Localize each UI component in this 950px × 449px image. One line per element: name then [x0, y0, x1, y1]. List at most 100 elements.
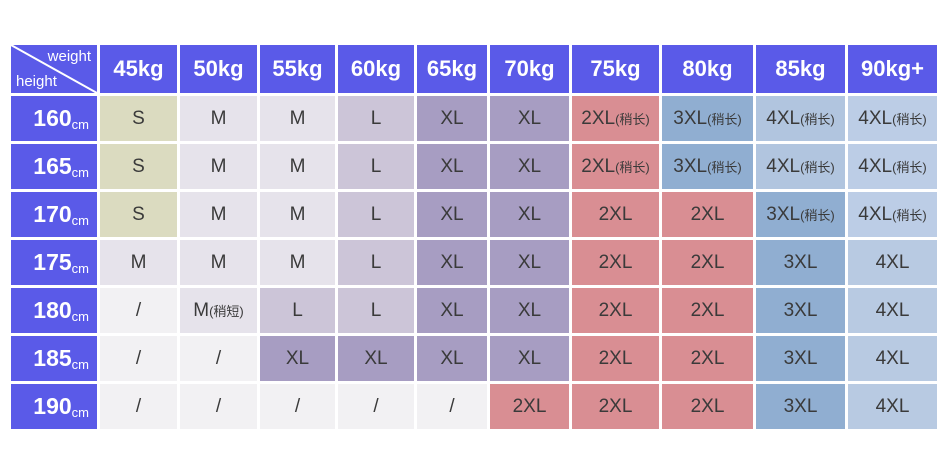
size-cell: S [100, 96, 177, 141]
size-cell: / [100, 336, 177, 381]
size-value: 2XL [690, 251, 725, 273]
size-value: M [289, 203, 306, 225]
size-value: XL [517, 251, 542, 273]
height-unit: cm [71, 261, 89, 276]
weight-header-75kg: 75kg [572, 45, 659, 93]
size-value: 4XL [858, 155, 893, 177]
weight-header-90kg: 90kg+ [848, 45, 937, 93]
size-cell: XL [490, 288, 569, 333]
size-note: (稍长) [892, 159, 927, 175]
size-cell: 4XL(稍长) [848, 192, 937, 237]
size-cell: / [100, 288, 177, 333]
height-header-190cm: 190cm [11, 384, 97, 429]
size-cell: / [100, 384, 177, 429]
diagonal-divider [11, 45, 97, 93]
size-value: XL [364, 347, 388, 369]
size-cell: 2XL [572, 240, 659, 285]
size-value: 3XL [673, 155, 708, 177]
size-value: 3XL [783, 347, 818, 369]
size-cell: 4XL(稍长) [848, 144, 937, 189]
size-value: M [130, 251, 147, 273]
size-value: M [289, 107, 306, 129]
row-185cm: 185cm / / XL XL XL XL 2XL 2XL 3XL 4XL [11, 336, 937, 381]
size-cell: XL [490, 192, 569, 237]
size-value: XL [517, 299, 542, 321]
size-cell: / [180, 336, 257, 381]
size-value: S [132, 203, 145, 225]
size-note: (稍长) [707, 159, 742, 175]
size-cell: L [338, 288, 414, 333]
size-value: / [215, 395, 222, 417]
height-value: 180 [33, 297, 72, 323]
height-header-170cm: 170cm [11, 192, 97, 237]
weight-header-45kg: 45kg [100, 45, 177, 93]
size-value: 3XL [783, 395, 818, 417]
row-175cm: 175cm M M M L XL XL 2XL 2XL 3XL 4XL [11, 240, 937, 285]
height-header-185cm: 185cm [11, 336, 97, 381]
row-160cm: 160cm S M M L XL XL 2XL(稍长) 3XL(稍长) 4XL(… [11, 96, 937, 141]
size-cell: 2XL [662, 288, 753, 333]
height-header-160cm: 160cm [11, 96, 97, 141]
size-note: (稍长) [800, 111, 835, 127]
height-value: 175 [33, 249, 72, 275]
height-unit: cm [71, 309, 89, 324]
weight-header-80kg: 80kg [662, 45, 753, 93]
size-value: / [373, 395, 379, 417]
size-cell: / [417, 384, 487, 429]
size-value: 2XL [690, 203, 725, 225]
size-cell: XL [417, 192, 487, 237]
size-cell: 4XL [848, 336, 937, 381]
corner-cell: weight height [11, 45, 97, 93]
size-value: S [132, 155, 145, 177]
size-value: 4XL [875, 347, 910, 369]
size-cell: 4XL [848, 288, 937, 333]
weight-header-55kg: 55kg [260, 45, 335, 93]
size-value: XL [517, 203, 542, 225]
size-cell: 4XL [848, 240, 937, 285]
height-value: 170 [33, 201, 72, 227]
size-value: / [449, 395, 455, 417]
size-cell: XL [490, 240, 569, 285]
height-header-180cm: 180cm [11, 288, 97, 333]
size-cell: L [338, 240, 414, 285]
size-value: XL [440, 155, 464, 177]
size-value: 2XL [598, 203, 633, 225]
size-cell: L [338, 144, 414, 189]
size-cell: M [100, 240, 177, 285]
size-value: 3XL [673, 107, 708, 129]
size-value: L [292, 299, 303, 321]
size-cell: 2XL [662, 192, 753, 237]
size-value: XL [440, 251, 464, 273]
size-value: / [135, 347, 142, 369]
height-value: 185 [33, 345, 72, 371]
row-170cm: 170cm S M M L XL XL 2XL 2XL 3XL(稍长) 4XL(… [11, 192, 937, 237]
size-cell: 2XL [572, 336, 659, 381]
size-note: (稍长) [707, 111, 742, 127]
size-cell: 2XL [572, 288, 659, 333]
size-value: 2XL [581, 155, 616, 177]
size-value: XL [440, 347, 464, 369]
size-cell: XL [490, 144, 569, 189]
size-cell: 2XL [662, 240, 753, 285]
size-value: 4XL [875, 299, 910, 321]
size-cell: 2XL [572, 192, 659, 237]
size-cell: 2XL [572, 384, 659, 429]
size-value: 2XL [690, 299, 725, 321]
size-value: M [289, 251, 306, 273]
height-value: 160 [33, 105, 72, 131]
size-cell: XL [417, 336, 487, 381]
size-value: 2XL [581, 107, 616, 129]
size-value: M [210, 251, 227, 273]
size-value: L [370, 299, 382, 321]
size-value: S [132, 107, 145, 129]
weight-header-50kg: 50kg [180, 45, 257, 93]
size-value: / [135, 299, 142, 321]
height-header-175cm: 175cm [11, 240, 97, 285]
size-value: XL [440, 299, 464, 321]
size-value: M [289, 155, 306, 177]
size-cell: M [180, 240, 257, 285]
size-value: XL [517, 155, 542, 177]
size-cell: M [260, 192, 335, 237]
height-unit: cm [71, 357, 89, 372]
size-value: 2XL [690, 395, 725, 417]
